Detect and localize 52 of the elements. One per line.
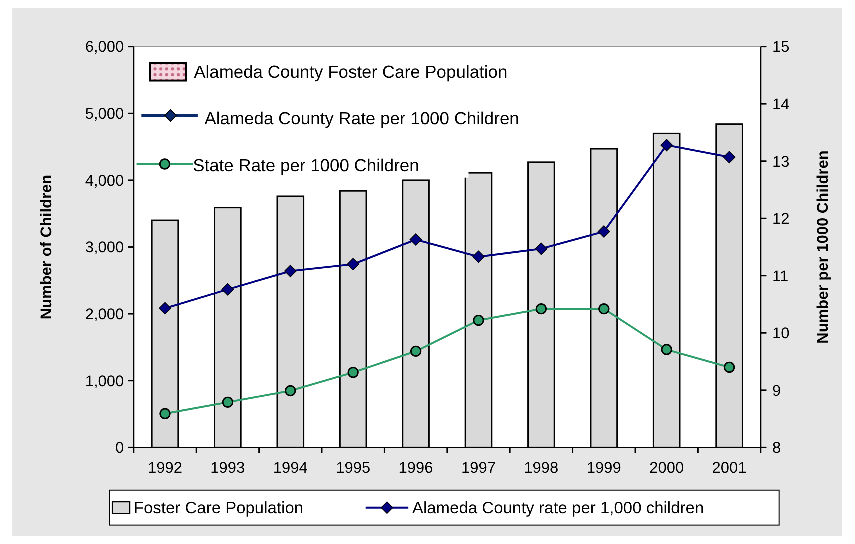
x-tick-label: 1993 bbox=[210, 460, 246, 477]
x-tick-label: 1994 bbox=[273, 460, 308, 477]
y2-tick-label: 15 bbox=[772, 39, 790, 56]
x-tick-label: 1999 bbox=[586, 460, 622, 477]
point bbox=[536, 304, 548, 315]
x-tick-label: 1997 bbox=[461, 460, 496, 477]
x-tick-label: 1996 bbox=[398, 460, 434, 477]
point bbox=[660, 139, 674, 152]
point bbox=[535, 242, 548, 256]
y2-tick-label: 11 bbox=[772, 268, 789, 286]
point bbox=[661, 344, 672, 356]
point bbox=[160, 408, 171, 420]
point bbox=[284, 265, 297, 278]
annotation: Alameda County Rate per 1000 Children bbox=[204, 108, 520, 129]
y-tick-label: 2,000 bbox=[85, 306, 125, 324]
point bbox=[472, 250, 485, 264]
point bbox=[598, 304, 610, 315]
point bbox=[723, 151, 736, 164]
point bbox=[410, 346, 422, 358]
point bbox=[348, 367, 359, 378]
y2-axis-title: Number per 1000 Children bbox=[814, 150, 832, 344]
y2-tick-label: 12 bbox=[772, 211, 790, 228]
y-tick-label: 4,000 bbox=[85, 172, 125, 190]
y2-tick-label: 13 bbox=[772, 154, 790, 171]
point bbox=[285, 385, 296, 397]
x-tick-label: 1998 bbox=[524, 460, 559, 477]
y2-tick-label: 9 bbox=[772, 382, 782, 400]
legend-label: Foster Care Population bbox=[134, 500, 304, 518]
point bbox=[159, 302, 172, 315]
x-tick-label: 1995 bbox=[336, 460, 371, 477]
y2-tick-label: 14 bbox=[772, 96, 790, 114]
point bbox=[222, 396, 234, 408]
y-tick-label: 6,000 bbox=[85, 39, 125, 56]
x-tick-label: 2001 bbox=[712, 460, 747, 477]
y-tick-label: 3,000 bbox=[85, 240, 125, 257]
x-tick-label: 2000 bbox=[650, 460, 684, 477]
y-tick-label: 1,000 bbox=[85, 373, 125, 390]
y2-tick-label: 8 bbox=[772, 440, 782, 458]
point bbox=[410, 234, 422, 246]
point bbox=[222, 283, 234, 296]
annotation: Alameda County Foster Care Population bbox=[194, 62, 508, 82]
point bbox=[473, 314, 484, 326]
x-tick-label: 1992 bbox=[148, 460, 183, 477]
y2-tick-label: 10 bbox=[772, 326, 790, 343]
y-axis-title: Number of Children bbox=[38, 174, 56, 320]
y-tick-label: 5,000 bbox=[85, 106, 125, 124]
point bbox=[347, 258, 360, 271]
legend-label: State Rate per 1000 Children bbox=[193, 155, 420, 176]
point bbox=[724, 362, 736, 374]
legend-label: Alameda County rate per 1,000 children bbox=[412, 500, 704, 518]
point bbox=[598, 226, 610, 238]
y-tick-label: 0 bbox=[116, 440, 125, 458]
